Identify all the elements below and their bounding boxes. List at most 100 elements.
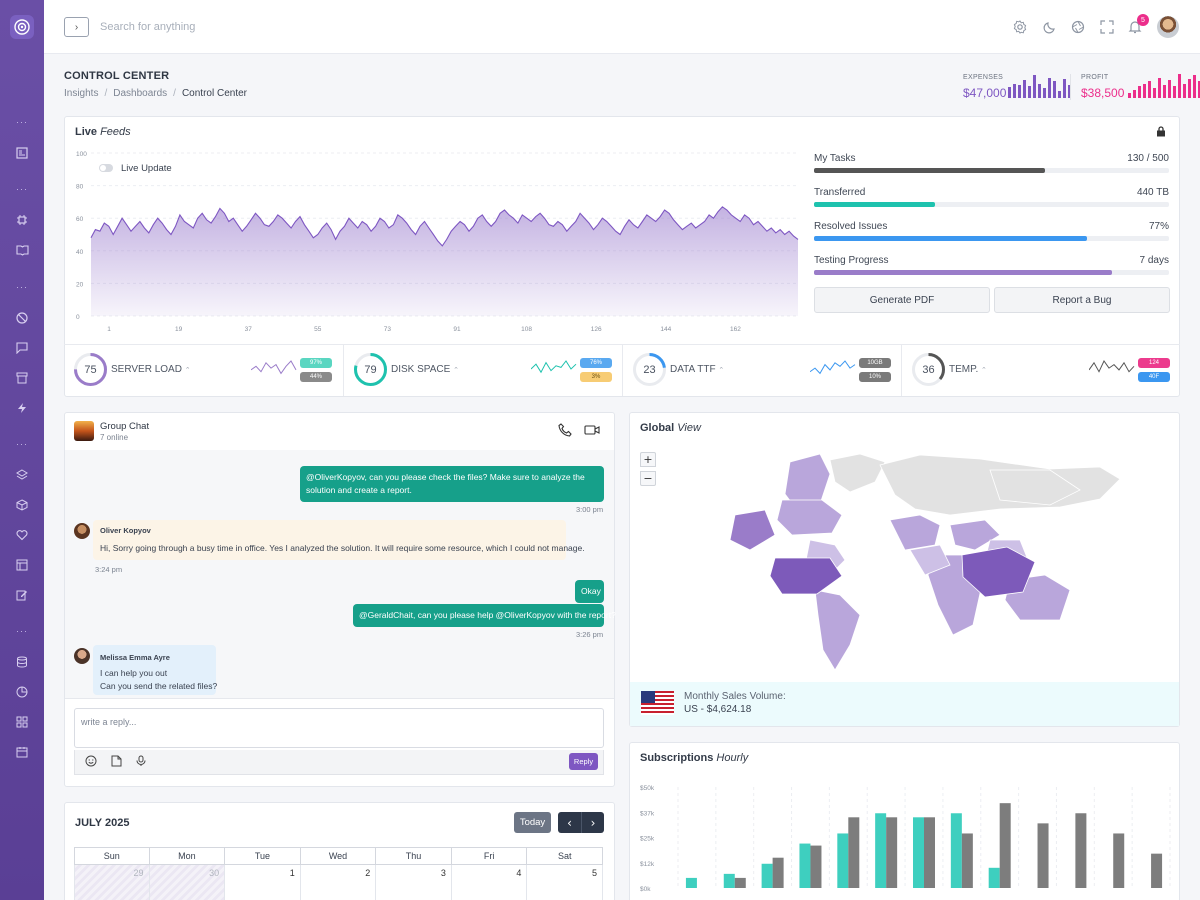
calendar-day-cell[interactable]: 5 <box>527 864 603 900</box>
sidebar-item-grid[interactable] <box>14 714 30 730</box>
settings-icon[interactable] <box>1012 19 1028 35</box>
stat-bar <box>1038 83 1041 98</box>
world-map[interactable] <box>690 440 1140 680</box>
chevron-icon[interactable]: ⌃ <box>981 367 987 374</box>
progress-label: Transferred <box>814 187 866 198</box>
chevron-icon[interactable]: ⌃ <box>453 367 459 374</box>
calendar-day-cell[interactable]: 1 <box>225 864 301 900</box>
x-tick-label: 144 <box>660 326 671 333</box>
sidebar-item-layers[interactable] <box>14 467 30 483</box>
sidebar-item-messages[interactable] <box>14 340 30 356</box>
sidebar-item-disabled[interactable] <box>14 310 30 326</box>
sidebar-item-edit[interactable] <box>14 587 30 603</box>
bar <box>734 877 746 888</box>
title-italic: Hourly <box>716 752 749 764</box>
next-month-button[interactable]: › <box>581 812 604 833</box>
chat-message-incoming: Oliver Kopyov Hi, Sorry going through a … <box>93 520 585 560</box>
search-input[interactable] <box>100 16 360 38</box>
lock-icon[interactable] <box>1156 126 1166 140</box>
stat-bar <box>1063 78 1066 98</box>
sender-name: Melissa Emma Ayre <box>100 653 170 662</box>
calendar-day-cell[interactable]: 4 <box>452 864 528 900</box>
breadcrumb-dashboards[interactable]: Dashboards <box>113 88 168 99</box>
progress-fill <box>814 202 935 207</box>
chat-time: 3:26 pm <box>576 630 604 639</box>
sidebar-item-calendar[interactable] <box>14 744 30 760</box>
sidebar-item-frame[interactable] <box>14 557 30 573</box>
x-tick-label: 19 <box>175 326 183 333</box>
calendar-day-header: Sat <box>527 848 603 864</box>
sparkline-path <box>531 360 577 374</box>
bar <box>772 857 784 888</box>
stat-bar <box>1128 93 1131 98</box>
metric-temp: 36 TEMP. ⌃ 124 40F <box>901 344 1180 396</box>
calendar-day-cell[interactable]: 3 <box>376 864 452 900</box>
user-avatar[interactable] <box>1157 16 1179 38</box>
stat-bar <box>1158 77 1161 98</box>
breadcrumb-insights[interactable]: Insights <box>64 88 99 99</box>
file-icon[interactable] <box>111 755 122 770</box>
moon-icon[interactable] <box>1042 19 1058 35</box>
calendar-day-cell[interactable]: 2 <box>301 864 377 900</box>
fullscreen-icon[interactable] <box>1099 19 1115 35</box>
area-line <box>90 206 799 247</box>
metric-value: 75 <box>84 363 97 376</box>
video-icon[interactable] <box>584 424 600 439</box>
sidebar: ··· ··· ··· ··· ··· <box>0 0 44 900</box>
progress-fill <box>814 270 1113 275</box>
progress-fill <box>814 236 1088 241</box>
bar <box>988 867 1000 888</box>
reply-input[interactable] <box>74 708 604 748</box>
sidebar-item-pie-chart[interactable] <box>14 684 30 700</box>
title-italic: Feeds <box>100 126 131 138</box>
sidebar-item-heart[interactable] <box>14 527 30 543</box>
metric-value: 79 <box>364 363 377 376</box>
bar <box>886 817 898 888</box>
zoom-out-button[interactable]: − <box>640 471 656 486</box>
stat-bar <box>1143 83 1146 98</box>
progress-fill <box>814 168 1045 173</box>
chat-message-outgoing: @OliverKopyov, can you please check the … <box>300 466 604 502</box>
chat-divider <box>65 698 614 699</box>
notification-badge: 5 <box>1137 14 1149 26</box>
sidebar-item-dashboard[interactable] <box>14 145 30 161</box>
phone-icon[interactable] <box>558 423 572 440</box>
sidebar-divider: ··· <box>16 626 28 636</box>
profit-stat: PROFIT $38,500 <box>1081 74 1124 100</box>
logo-icon[interactable] <box>10 15 34 39</box>
sidebar-item-archive[interactable] <box>14 370 30 386</box>
y-tick-label: $25k <box>640 836 655 843</box>
zoom-in-button[interactable]: + <box>640 452 656 467</box>
chevron-icon[interactable]: ⌃ <box>718 367 725 374</box>
y-tick-label: $0k <box>640 886 651 893</box>
sidebar-item-cpu[interactable] <box>14 212 30 228</box>
message-text: I can help you out <box>100 668 168 678</box>
sidebar-item-book[interactable] <box>14 242 30 258</box>
metric-pill: 10GB <box>859 358 891 368</box>
metric-disk-space: 79 DISK SPACE ⌃ 76% 3% <box>343 344 622 396</box>
live-update-toggle[interactable] <box>99 164 113 172</box>
y-tick-label: $50k <box>640 785 655 792</box>
aperture-icon[interactable] <box>1070 19 1086 35</box>
profit-label: PROFIT <box>1081 74 1109 81</box>
y-tick-label: 80 <box>76 184 84 191</box>
reply-button[interactable]: Reply <box>569 753 598 770</box>
report-bug-button[interactable]: Report a Bug <box>994 287 1170 313</box>
sidebar-item-box[interactable] <box>14 497 30 513</box>
microphone-icon[interactable] <box>136 755 146 770</box>
y-tick-label: 0 <box>76 314 80 321</box>
generate-pdf-button[interactable]: Generate PDF <box>814 287 990 313</box>
sidebar-item-database[interactable] <box>14 654 30 670</box>
progress-item: Resolved Issues 77% <box>814 221 1169 241</box>
calendar-day-cell[interactable]: 29 <box>74 864 150 900</box>
emoji-icon[interactable] <box>85 755 97 770</box>
sidebar-toggle-button[interactable]: › <box>64 17 89 37</box>
today-button[interactable]: Today <box>514 812 551 833</box>
bar <box>961 833 973 888</box>
calendar-day-cell[interactable]: 30 <box>149 864 226 900</box>
title-bold: Subscriptions <box>640 752 714 764</box>
chevron-icon[interactable]: ⌃ <box>184 367 191 374</box>
sidebar-item-zap[interactable] <box>14 400 30 416</box>
message-text: Hi, Sorry going through a busy time in o… <box>100 543 585 553</box>
prev-month-button[interactable]: ‹ <box>558 812 581 833</box>
